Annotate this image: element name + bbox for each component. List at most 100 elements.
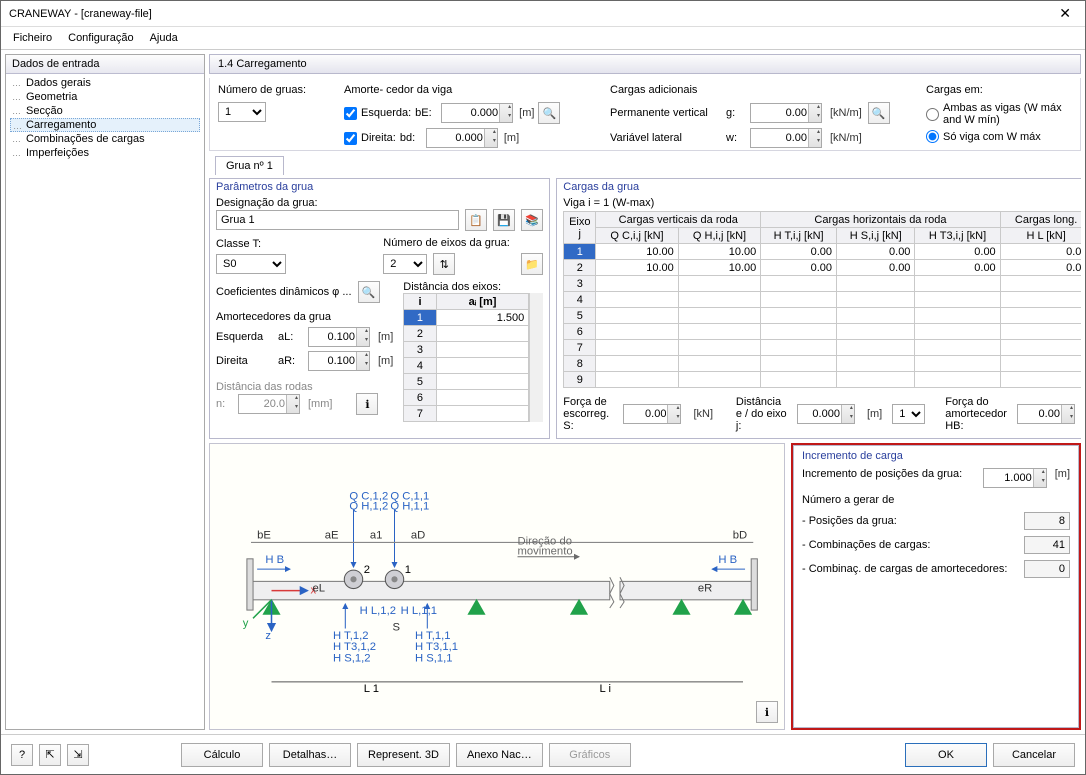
aL-label: aL: <box>278 331 302 343</box>
svg-text:H S,1,2: H S,1,2 <box>333 652 371 664</box>
wheel-dist-label: Distância das rodas <box>216 381 393 393</box>
radio-one-label: Só viga com W máx <box>943 131 1041 143</box>
cancel-button[interactable]: Cancelar <box>993 743 1075 767</box>
radio-both[interactable] <box>926 108 939 121</box>
damper-label: Amorte- cedor da viga <box>344 84 594 96</box>
titlebar: CRANEWAY - [craneway-file] ✕ <box>1 1 1085 27</box>
close-icon[interactable]: ✕ <box>1053 5 1077 22</box>
damp-label: - Combinaç. de cargas de amortecedores: <box>802 563 1018 575</box>
svg-text:H L,1,2: H L,1,2 <box>360 605 396 617</box>
unit-knm: [kN/m] <box>830 107 862 119</box>
n-label: n: <box>216 398 232 410</box>
sidebar-item[interactable]: Dados gerais <box>10 76 200 90</box>
help-icon[interactable]: ? <box>11 744 33 766</box>
slip-input[interactable] <box>623 404 681 424</box>
unit-knm2: [kN/m] <box>830 132 862 144</box>
svg-text:2: 2 <box>364 564 370 576</box>
menu-help[interactable]: Ajuda <box>144 30 184 46</box>
aR-input[interactable] <box>308 351 370 371</box>
radio-one[interactable] <box>926 130 939 143</box>
w-input[interactable] <box>750 128 822 148</box>
tab-crane-1[interactable]: Grua nº 1 <box>215 156 284 175</box>
sidebar-item[interactable]: Secção <box>10 104 200 118</box>
classT-select[interactable]: S0 <box>216 254 286 274</box>
svg-text:bD: bD <box>733 529 747 541</box>
increment-box: Incremento de carga Incremento de posiçõ… <box>791 443 1081 730</box>
sidebar-item[interactable]: Imperfeições <box>10 146 200 160</box>
desig-input[interactable] <box>216 210 459 230</box>
export-icon[interactable]: ⇱ <box>39 744 61 766</box>
menu-file[interactable]: Ficheiro <box>7 30 58 46</box>
bE-input[interactable] <box>441 103 513 123</box>
ok-button[interactable]: OK <box>905 743 987 767</box>
n-input[interactable] <box>238 394 300 414</box>
left-label: Esquerda: <box>361 107 411 119</box>
beam-label: Viga i = 1 (W-max) <box>563 197 1081 209</box>
unit-m5: [m] <box>867 408 882 420</box>
pick-icon-2[interactable]: 🔍 <box>868 102 890 124</box>
inc-step-label: Incremento de posições da grua: <box>802 468 977 480</box>
g-input[interactable] <box>750 103 822 123</box>
spin-icon[interactable]: ⇅ <box>433 253 455 275</box>
svg-text:H S,1,1: H S,1,1 <box>415 652 453 664</box>
scrollbar[interactable] <box>529 293 543 422</box>
axle-dist-label: Distância dos eixos: <box>403 281 543 293</box>
bE-label: bE: <box>415 107 437 119</box>
dist-axis-label: Distância e / do eixo j: <box>736 396 787 432</box>
repr3d-button[interactable]: Represent. 3D <box>357 743 450 767</box>
crane-params-legend: Parâmetros da grua <box>216 181 543 193</box>
pos-label: - Posições da grua: <box>802 515 1018 527</box>
section-title: 1.4 Carregamento <box>209 54 1081 74</box>
svg-text:Q H,1,1: Q H,1,1 <box>390 501 429 513</box>
svg-text:z: z <box>265 630 271 642</box>
menu-config[interactable]: Configuração <box>62 30 139 46</box>
window-title: CRANEWAY - [craneway-file] <box>9 8 1053 20</box>
pick-icon[interactable]: 🔍 <box>538 102 560 124</box>
chk-right[interactable] <box>344 132 357 145</box>
j-select[interactable]: 1 <box>892 404 925 424</box>
num-axles-select[interactable]: 2 <box>383 254 427 274</box>
num-cranes-select[interactable]: 1 <box>218 102 266 122</box>
bD-input[interactable] <box>426 128 498 148</box>
chk-left[interactable] <box>344 107 357 120</box>
copy-icon[interactable]: 📋 <box>465 209 487 231</box>
unit-m: [m] <box>519 107 534 119</box>
aR-label: aR: <box>278 355 302 367</box>
increment-legend: Incremento de carga <box>802 450 1070 462</box>
right-label: Direita: <box>361 132 396 144</box>
damper-force-input[interactable] <box>1017 404 1075 424</box>
damp-val: 0 <box>1024 560 1070 578</box>
calc-button[interactable]: Cálculo <box>181 743 263 767</box>
svg-text:y: y <box>243 617 249 629</box>
diagram: xzy21Q C,1,2Q H,1,2Q C,1,1Q H,1,1H BH Bb… <box>209 443 785 730</box>
num-cranes-label: Número de gruas: <box>218 84 328 96</box>
sidebar-item[interactable]: Combinações de cargas <box>10 132 200 146</box>
details-button[interactable]: Detalhas… <box>269 743 351 767</box>
var-lat-label: Variável lateral <box>610 132 720 144</box>
save-icon[interactable]: 💾 <box>493 209 515 231</box>
dyn-coeff-btn[interactable]: 🔍 <box>358 281 380 303</box>
svg-text:1: 1 <box>405 564 411 576</box>
svg-text:eL: eL <box>313 583 326 595</box>
annex-button[interactable]: Anexo Nac… <box>456 743 543 767</box>
lib-icon[interactable]: 📚 <box>521 209 543 231</box>
svg-text:eR: eR <box>698 583 712 595</box>
damp-left-label: Esquerda <box>216 331 272 343</box>
aL-input[interactable] <box>308 327 370 347</box>
desig-label: Designação da grua: <box>216 197 318 209</box>
unit-m4: [m] <box>378 355 393 367</box>
pos-val: 8 <box>1024 512 1070 530</box>
dampers-label: Amortecedores da grua <box>216 311 393 323</box>
inc-step-input[interactable] <box>983 468 1047 488</box>
folder-icon[interactable]: 📁 <box>521 253 543 275</box>
sidebar-item[interactable]: Geometria <box>10 90 200 104</box>
info-icon[interactable]: ℹ <box>356 393 378 415</box>
diagram-info-icon[interactable]: ℹ <box>756 701 778 723</box>
export2-icon[interactable]: ⇲ <box>67 744 89 766</box>
bD-label: bd: <box>400 132 422 144</box>
svg-text:H T3,1,2: H T3,1,2 <box>333 641 376 653</box>
loads-on-label: Cargas em: <box>926 84 1072 96</box>
svg-text:H B: H B <box>718 554 737 566</box>
dist-axis-input[interactable] <box>797 404 855 424</box>
sidebar-item[interactable]: Carregamento <box>10 118 200 132</box>
